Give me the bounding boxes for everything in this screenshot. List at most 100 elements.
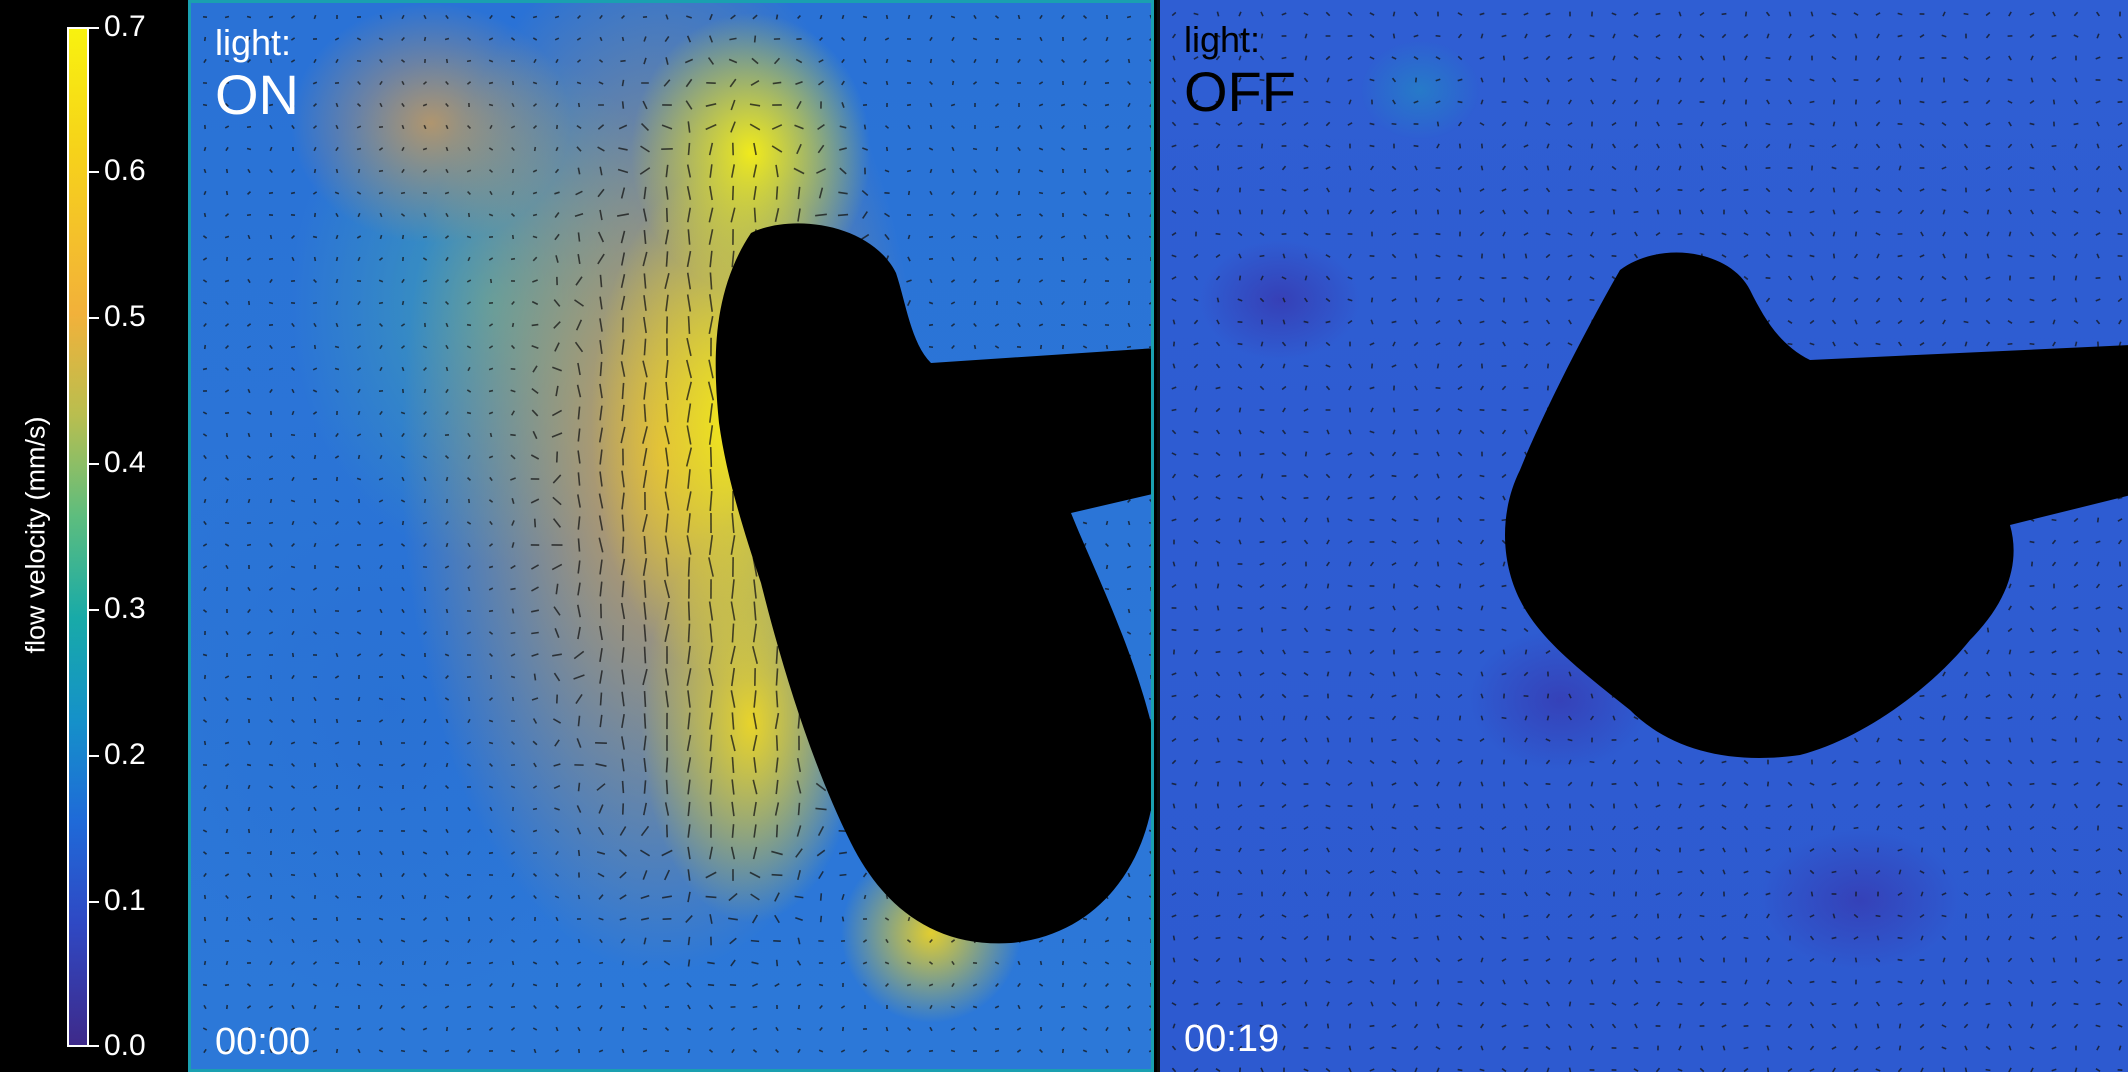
velocity-vector [1656,99,1660,105]
velocity-vector [1744,979,1748,985]
velocity-vector [750,893,760,901]
velocity-vector [1985,892,1991,896]
velocity-vector [269,719,273,723]
velocity-vector [1215,451,1221,457]
velocity-vector [533,518,537,528]
velocity-vector [906,961,912,965]
velocity-vector [1765,143,1771,149]
velocity-vector [1281,826,1287,830]
velocity-vector [665,779,669,795]
velocity-vector [1546,99,1550,105]
velocity-vector [1215,232,1221,236]
velocity-vector [2030,77,2034,83]
velocity-vector [1677,870,1683,874]
velocity-vector [1282,407,1286,413]
velocity-vector [2095,935,2101,941]
velocity-vector [705,871,717,879]
velocity-vector [401,520,405,526]
velocity-vector [1545,1045,1551,1051]
velocity-vector [1172,341,1176,347]
velocity-vector [1391,826,1397,830]
velocity-vector [1677,99,1683,105]
velocity-vector [1304,891,1308,897]
velocity-vector [2074,143,2078,149]
velocity-vector [795,917,803,921]
velocity-vector [1347,847,1353,853]
velocity-vector [907,916,911,922]
velocity-vector [797,802,801,816]
velocity-vector [2117,847,2123,853]
colorbar-tick [89,609,99,611]
velocity-vector [643,1004,647,1010]
velocity-vector [1919,1045,1925,1051]
velocity-vector [1325,628,1331,632]
velocity-vector [599,692,603,706]
velocity-vector [639,849,651,857]
velocity-vector [1370,737,1374,743]
velocity-vector [1722,77,1726,83]
velocity-vector [1259,78,1265,82]
velocity-vector [1765,187,1771,193]
colorbar: 0.7 0.6 0.5 0.4 0.3 0.2 0.1 0.0 flow vel… [0,0,188,1072]
velocity-vector [2095,892,2101,896]
velocity-vector [1567,936,1573,940]
velocity-vector [1281,803,1287,809]
velocity-vector [1435,407,1441,413]
velocity-vector [356,829,362,833]
velocity-vector [621,1048,625,1054]
velocity-vector [401,278,405,284]
velocity-vector [1282,649,1286,655]
velocity-vector [1304,253,1308,259]
velocity-vector [1656,209,1660,215]
velocity-vector [1303,297,1309,303]
velocity-vector [2096,33,2100,39]
velocity-vector [1435,869,1441,875]
velocity-vector [862,961,868,965]
velocity-vector [1942,869,1946,875]
velocity-vector [1061,58,1065,64]
velocity-vector [575,190,583,196]
velocity-vector [511,234,515,240]
velocity-vector [1832,1067,1836,1072]
velocity-vector [532,15,538,19]
velocity-vector [1061,14,1065,20]
velocity-vector [203,1004,207,1010]
velocity-vector [1104,1005,1110,1009]
velocity-vector [753,801,757,817]
velocity-vector [1259,562,1265,566]
velocity-vector [1787,1001,1793,1007]
velocity-vector [268,191,274,195]
velocity-vector [1038,279,1044,283]
velocity-vector [708,1027,714,1031]
velocity-vector [1722,869,1726,875]
velocity-vector [1457,517,1463,523]
velocity-vector [1348,671,1352,677]
velocity-vector [687,557,691,577]
velocity-vector [510,37,516,41]
velocity-vector [530,564,540,570]
velocity-vector [1413,473,1419,479]
velocity-vector [1369,979,1375,985]
velocity-vector [663,869,671,881]
velocity-vector [728,892,738,902]
velocity-vector [1743,781,1749,787]
velocity-vector [1721,144,1727,148]
velocity-vector [1215,78,1221,82]
velocity-vector [1788,11,1792,17]
velocity-vector [1699,914,1705,918]
velocity-vector [599,405,603,421]
velocity-vector [268,103,274,107]
velocity-vector [1238,517,1242,523]
velocity-vector [1083,190,1087,196]
velocity-vector [929,190,933,196]
velocity-vector [1523,671,1529,677]
velocity-vector [1325,144,1331,148]
velocity-vector [730,645,736,665]
velocity-vector [1457,870,1463,874]
velocity-vector [643,602,647,620]
velocity-vector [2073,650,2079,654]
velocity-vector [467,916,471,922]
velocity-vector [1480,847,1484,853]
velocity-vector [2052,803,2056,809]
velocity-vector [1457,33,1463,39]
